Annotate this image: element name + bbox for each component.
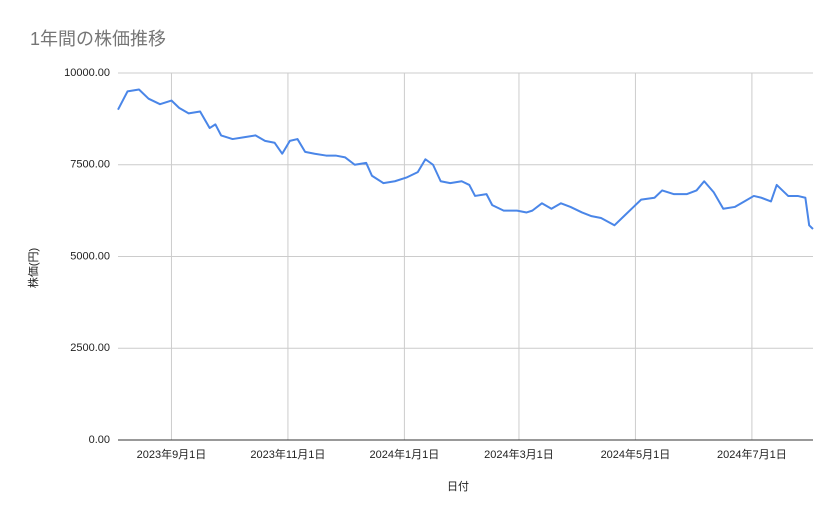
y-tick-label: 10000.00: [64, 67, 110, 79]
x-tick-label: 2023年11月1日: [250, 447, 325, 461]
y-tick-label: 0.00: [89, 434, 110, 446]
y-tick-label: 2500.00: [70, 342, 110, 354]
x-tick-label: 2024年1月1日: [370, 447, 440, 461]
chart-title: 1年間の株価推移: [30, 29, 166, 49]
x-tick-label: 2023年9月1日: [137, 447, 207, 461]
x-tick-label: 2024年3月1日: [484, 447, 554, 461]
data-line: [117, 88, 814, 230]
y-axis-label: 株価(円): [26, 248, 40, 288]
x-tick-label: 2024年5月1日: [601, 447, 671, 461]
y-tick-label: 7500.00: [70, 159, 110, 171]
y-tick-label: 5000.00: [70, 250, 110, 262]
x-tick-label: 2024年7月1日: [717, 447, 787, 461]
x-axis-label: 日付: [447, 480, 469, 493]
